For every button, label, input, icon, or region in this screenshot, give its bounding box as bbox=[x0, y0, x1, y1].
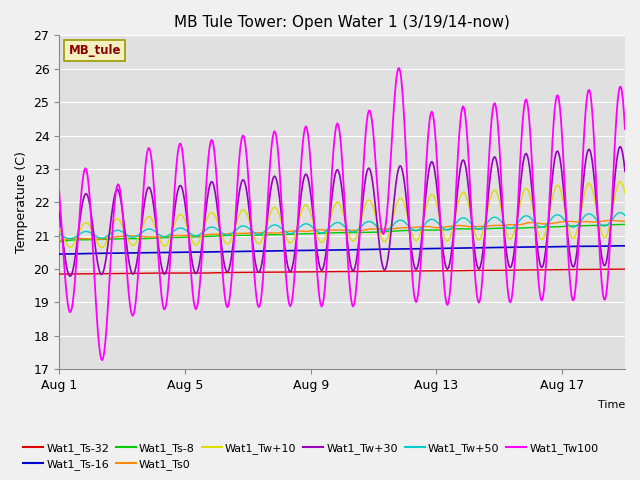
Title: MB Tule Tower: Open Water 1 (3/19/14-now): MB Tule Tower: Open Water 1 (3/19/14-now… bbox=[174, 15, 510, 30]
Text: Time: Time bbox=[598, 400, 625, 410]
Y-axis label: Temperature (C): Temperature (C) bbox=[15, 151, 28, 253]
Legend: Wat1_Ts-32, Wat1_Ts-16, Wat1_Ts-8, Wat1_Ts0, Wat1_Tw+10, Wat1_Tw+30, Wat1_Tw+50,: Wat1_Ts-32, Wat1_Ts-16, Wat1_Ts-8, Wat1_… bbox=[19, 438, 603, 474]
Text: MB_tule: MB_tule bbox=[68, 44, 121, 57]
